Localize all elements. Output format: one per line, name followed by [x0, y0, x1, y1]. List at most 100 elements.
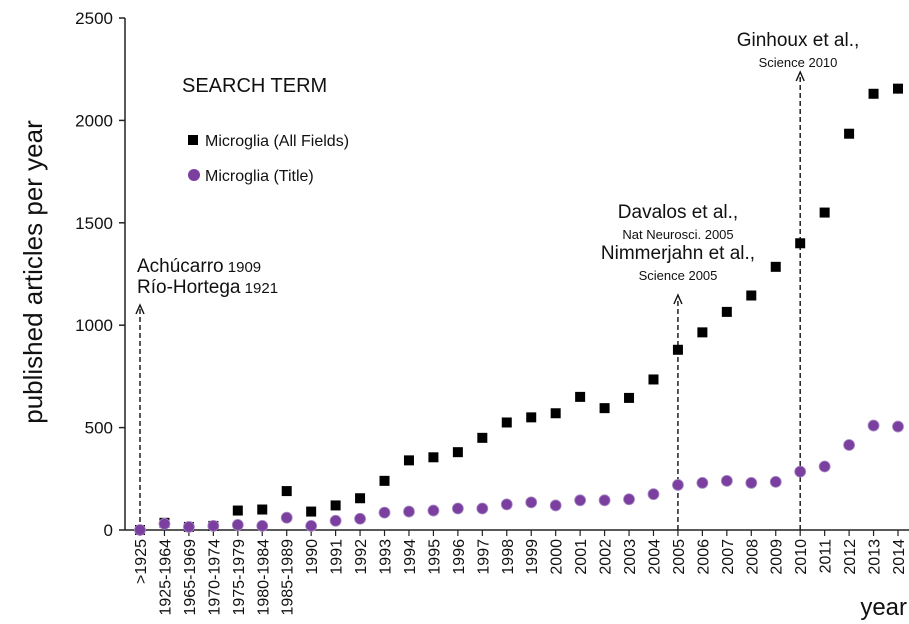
legend-title: SEARCH TERM — [182, 75, 327, 97]
annotation-main: Nimmerjahn et al., — [601, 243, 755, 264]
data-point — [355, 493, 366, 504]
x-tick-label: 2002 — [598, 539, 615, 575]
x-tick-label: 2001 — [573, 539, 590, 575]
data-point — [257, 504, 268, 515]
x-tick-label: 1990 — [304, 539, 321, 575]
x-tick-label: 1993 — [378, 539, 395, 575]
x-tick-label: 2011 — [818, 539, 835, 574]
data-point — [550, 408, 561, 419]
x-tick-label: 1996 — [451, 539, 468, 575]
data-point — [305, 520, 318, 532]
data-point — [575, 391, 586, 402]
data-point — [868, 88, 879, 99]
data-point — [892, 420, 904, 433]
annotation-note: 1921 — [245, 280, 278, 297]
legend-label: Microglia (Title) — [205, 168, 314, 185]
x-tick-label: 2010 — [793, 539, 810, 575]
data-point — [623, 493, 635, 506]
data-point — [525, 496, 538, 509]
data-point — [770, 261, 781, 272]
y-tick-label: 2000 — [75, 111, 113, 130]
data-point — [158, 517, 171, 530]
data-point — [231, 518, 244, 531]
data-point — [795, 238, 806, 249]
x-tick-label: 1999 — [524, 539, 541, 575]
data-point — [867, 419, 880, 432]
data-point — [794, 465, 807, 478]
x-tick-label: 1994 — [402, 539, 419, 575]
data-point — [893, 83, 903, 94]
annotation-text: Río-Hortega 1921 — [137, 277, 278, 298]
data-point — [843, 439, 855, 451]
data-point — [452, 447, 463, 458]
x-tick-label: 2003 — [622, 539, 639, 575]
data-point — [599, 403, 610, 414]
annotation-text: Nimmerjahn et al., — [601, 243, 755, 264]
y-tick-label: 500 — [85, 419, 113, 438]
x-tick-label: 1980-1984 — [255, 539, 272, 616]
data-point — [403, 505, 415, 518]
data-point — [746, 290, 757, 301]
annotation-arrowhead — [673, 293, 683, 305]
x-tick-label: 2012 — [842, 539, 859, 575]
x-tick-label: 1965-1969 — [182, 539, 199, 616]
x-axis-label: year — [860, 594, 907, 621]
x-tick-label: 2008 — [744, 539, 761, 575]
data-point — [256, 520, 269, 532]
data-point — [721, 306, 732, 317]
x-tick-label: 1998 — [500, 539, 517, 575]
x-tick-label: 2000 — [549, 539, 566, 575]
y-tick-label: 2500 — [75, 9, 113, 28]
data-point — [134, 524, 146, 536]
x-tick-label: 1985-1989 — [280, 539, 297, 616]
data-point — [183, 521, 195, 533]
legend-label: Microglia (All Fields) — [205, 133, 349, 150]
data-point — [477, 432, 488, 443]
x-tick-label: 2006 — [695, 539, 712, 575]
annotation-arrowhead — [795, 70, 805, 82]
annotation-text: Ginhoux et al., — [737, 30, 860, 51]
data-point — [476, 502, 489, 515]
data-point — [818, 460, 831, 473]
annotation-main: Davalos et al., — [618, 202, 738, 223]
data-point — [624, 392, 635, 403]
x-tick-label: 2013 — [867, 539, 884, 575]
annotation-note: Science 2005 — [639, 268, 718, 283]
data-point — [844, 128, 855, 139]
legend-marker — [188, 169, 200, 181]
data-point — [281, 486, 292, 497]
data-point — [500, 498, 513, 511]
data-point — [648, 374, 659, 385]
annotation-arrowhead — [135, 303, 145, 315]
data-point — [378, 506, 391, 519]
x-tick-label: 2007 — [720, 539, 737, 575]
data-point — [549, 499, 562, 512]
y-tick-label: 1500 — [75, 214, 113, 233]
data-point — [647, 488, 660, 501]
data-point — [745, 476, 758, 489]
data-point — [280, 511, 293, 524]
annotation-text: Nat Neurosci. 2005 — [622, 227, 733, 242]
data-point — [330, 500, 341, 511]
data-point — [819, 207, 830, 218]
x-tick-label: 1975-1979 — [231, 539, 248, 616]
x-tick-label: 2005 — [671, 539, 688, 575]
y-axis-label: published articles per year — [18, 120, 48, 424]
data-point — [427, 504, 440, 517]
data-point — [574, 494, 587, 507]
data-point — [672, 479, 684, 491]
data-point — [306, 506, 317, 517]
x-tick-label: >1925 — [133, 539, 150, 584]
data-point — [428, 452, 439, 463]
data-point — [769, 475, 782, 488]
x-tick-label: 1997 — [475, 539, 492, 575]
data-point — [354, 512, 366, 525]
data-point — [232, 505, 243, 516]
data-point — [403, 455, 414, 466]
y-tick-label: 0 — [104, 521, 113, 540]
x-tick-label: 2004 — [646, 539, 663, 575]
y-tick-label: 1000 — [75, 316, 113, 335]
data-point — [696, 476, 709, 489]
annotation-note: Science 2010 — [759, 55, 838, 70]
